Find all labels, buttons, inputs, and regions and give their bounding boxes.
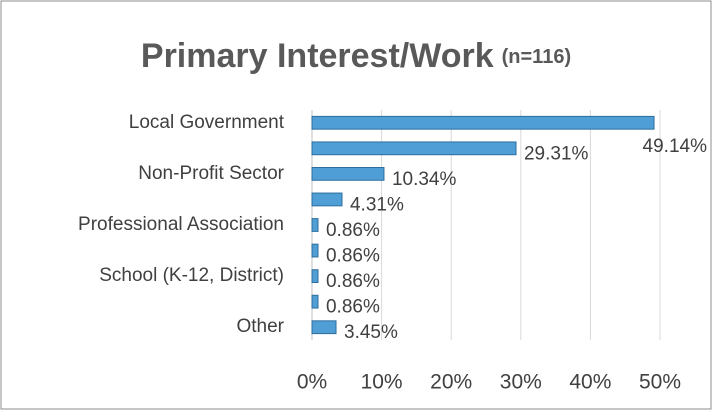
bar: [311, 320, 337, 335]
chart-title: Primary Interest/Work: [141, 37, 494, 75]
data-label: 3.45%: [344, 322, 398, 343]
bar: [311, 294, 319, 309]
data-label: 0.86%: [326, 220, 380, 241]
x-tick-label: 0%: [297, 371, 327, 394]
chart-subtitle: (n=116): [502, 46, 571, 68]
data-label: 10.34%: [392, 169, 457, 190]
bar: [311, 243, 319, 258]
x-tick-label: 50%: [639, 371, 681, 394]
data-label: 49.14%: [643, 136, 708, 157]
data-label: 29.31%: [524, 143, 589, 164]
bar: [311, 167, 385, 181]
y-tick-label: Professional Association: [78, 214, 284, 235]
x-tick-label: 20%: [430, 371, 472, 394]
y-tick-label: Non-Profit Sector: [138, 163, 284, 184]
y-tick-label: Other: [236, 316, 284, 337]
y-tick-label: Local Government: [129, 112, 285, 133]
x-tick-label: 30%: [500, 371, 542, 394]
data-label: 0.86%: [326, 246, 380, 267]
data-label: 0.86%: [326, 271, 380, 292]
bar: [311, 115, 655, 130]
y-tick-label: School (K-12, District): [99, 265, 284, 286]
bar: [311, 141, 517, 156]
data-label: 0.86%: [326, 297, 380, 318]
bar: [311, 269, 319, 284]
x-tick-label: 10%: [361, 371, 403, 394]
bar: [311, 218, 319, 232]
bar: [311, 192, 343, 207]
data-label: 4.31%: [350, 194, 404, 215]
x-tick-label: 40%: [569, 371, 611, 394]
chart-heading: Primary Interest/Work (n=116): [141, 37, 571, 75]
